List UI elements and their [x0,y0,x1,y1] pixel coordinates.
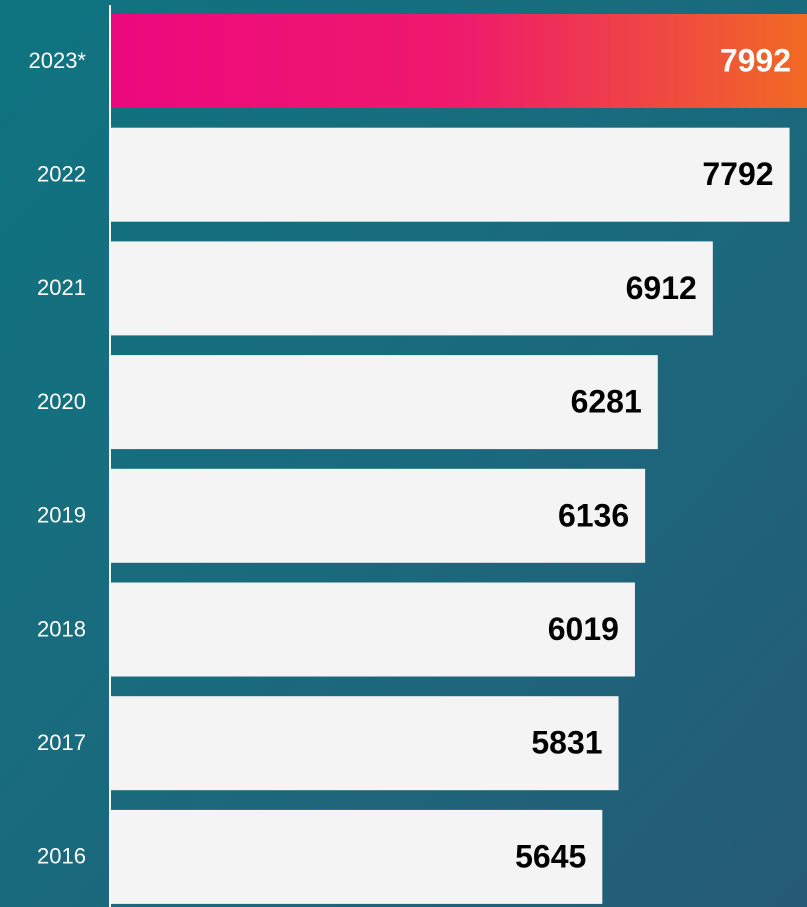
category-label: 2019 [37,503,86,528]
category-label: 2020 [37,389,86,414]
value-label: 6136 [558,497,629,533]
category-label: 2021 [37,275,86,300]
value-label: 5831 [531,725,602,761]
value-label: 7992 [720,42,791,78]
value-label: 6912 [626,270,697,306]
bar [110,582,635,677]
category-label: 2022 [37,162,86,187]
category-label: 2023* [28,48,86,73]
value-label: 6019 [548,611,619,647]
bar [110,468,646,563]
value-label: 6281 [571,384,642,420]
bar [110,809,603,904]
bar [110,241,713,336]
category-label: 2017 [37,730,86,755]
bar [110,127,790,222]
bar [110,14,807,108]
category-label: 2016 [37,844,86,869]
bar [110,696,619,791]
bar [110,355,658,450]
category-label: 2018 [37,616,86,641]
value-label: 7792 [702,156,773,192]
value-label: 5645 [515,838,586,874]
